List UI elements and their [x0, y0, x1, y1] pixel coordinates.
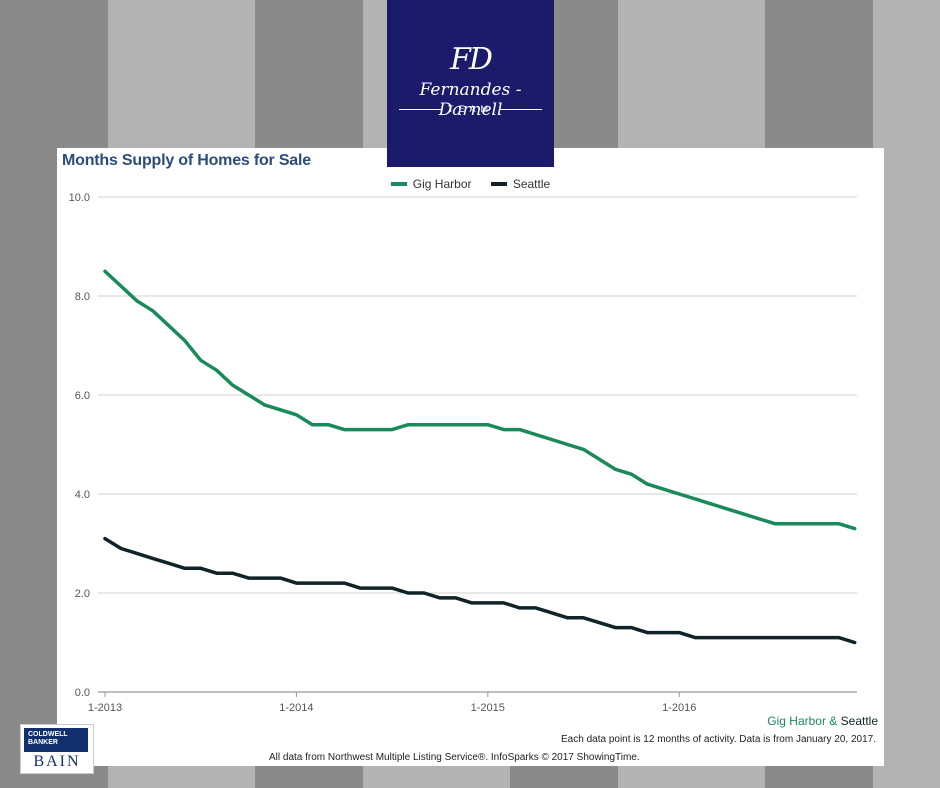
- logo-divider-left: [399, 109, 441, 110]
- source-tag-gig-harbor: Gig Harbor: [767, 714, 826, 728]
- coldwell-banker-logo-top: COLDWELL BANKER: [24, 728, 88, 752]
- coldwell-banker-logo: COLDWELL BANKER BAIN: [20, 724, 94, 774]
- chart-card: Months Supply of Homes for Sale Gig Harb…: [57, 148, 884, 766]
- y-tick-label: 2.0: [75, 588, 90, 600]
- legend-item-gig-harbor[interactable]: Gig Harbor: [390, 177, 472, 191]
- x-tick-label: 1-2015: [471, 702, 505, 714]
- series-line-seattle: [103, 536, 857, 645]
- y-tick-label: 10.0: [69, 192, 90, 204]
- x-tick-label: 1-2016: [662, 702, 696, 714]
- team-logo-mark: FD: [450, 42, 493, 77]
- legend-swatch-gig-harbor: [390, 182, 407, 186]
- data-note: Each data point is 12 months of activity…: [561, 734, 876, 745]
- logo-divider-right: [500, 109, 542, 110]
- y-tick-label: 0.0: [75, 687, 90, 699]
- source-tag: Gig Harbor & Seattle: [767, 714, 878, 728]
- x-tick-label: 1-2014: [279, 702, 313, 714]
- legend-label-gig-harbor: Gig Harbor: [412, 177, 472, 191]
- team-logo-team: TEAM: [447, 104, 493, 114]
- chart-legend: Gig Harbor Seattle: [57, 175, 884, 191]
- source-tag-sep: &: [825, 714, 841, 728]
- y-tick-label: 6.0: [75, 390, 90, 402]
- y-tick-label: 4.0: [75, 489, 90, 501]
- chart-title: Months Supply of Homes for Sale: [62, 152, 311, 169]
- y-tick-label: 8.0: [75, 291, 90, 303]
- x-tick-label: 1-2013: [88, 702, 122, 714]
- team-logo: FD Fernandes - Darnell TEAM: [387, 0, 554, 167]
- legend-label-seattle: Seattle: [512, 177, 551, 191]
- legend-item-seattle[interactable]: Seattle: [490, 177, 551, 191]
- series-line-gig-harbor: [103, 269, 857, 531]
- source-note: All data from Northwest Multiple Listing…: [269, 752, 640, 763]
- source-tag-seattle: Seattle: [840, 714, 878, 728]
- line-chart: 0.0 2.0 4.0 6.0 8.0 10.0 1-2013 1-2014 1-2015 1-2…: [69, 192, 857, 714]
- legend-swatch-seattle: [490, 182, 507, 186]
- team-logo-name: Fernandes - Darnell: [419, 80, 522, 120]
- coldwell-banker-logo-bottom: BAIN: [33, 753, 81, 770]
